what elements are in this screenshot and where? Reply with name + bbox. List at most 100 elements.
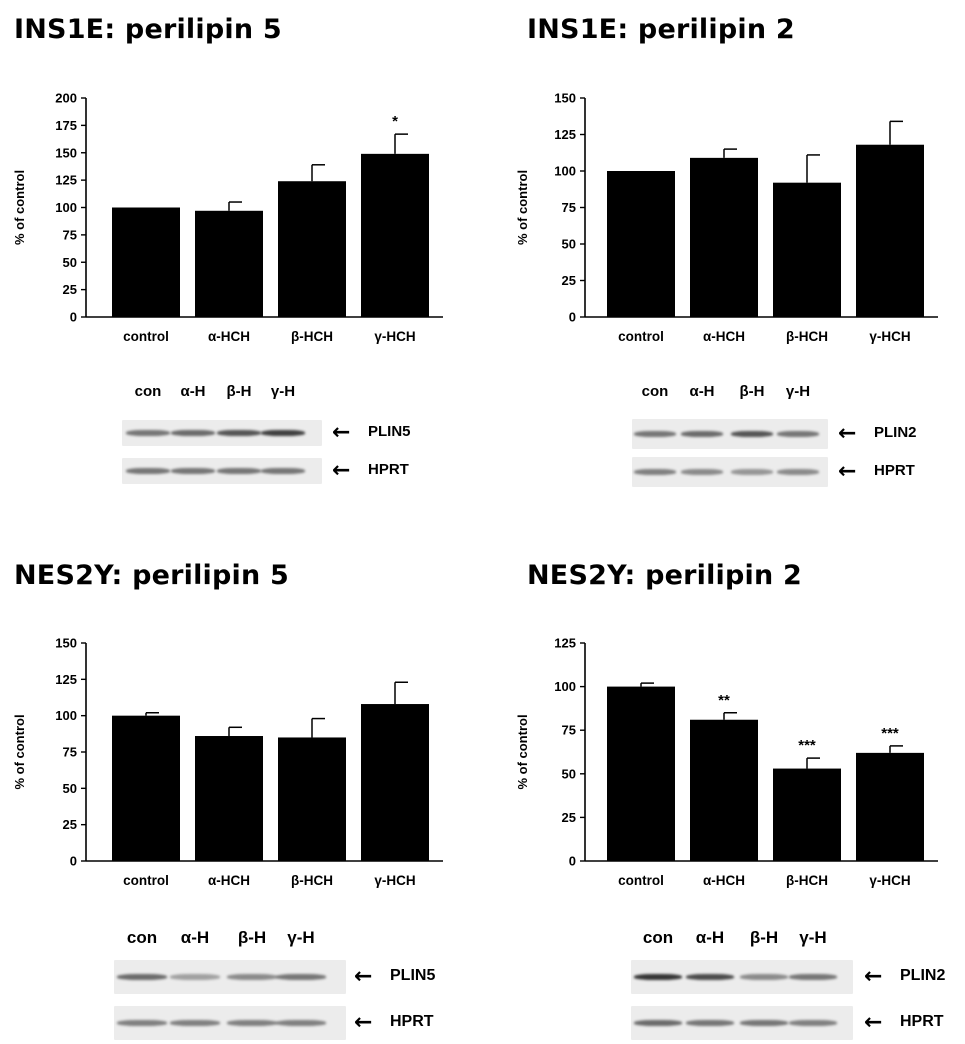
blot-band [217, 430, 261, 436]
blot-band [169, 1020, 221, 1026]
blot-band [226, 974, 278, 980]
blot-band [126, 468, 170, 474]
blot-protein-label: PLIN2 [900, 967, 946, 984]
blot-lane-label: β-H [226, 383, 252, 400]
arrow-left-icon: ← [838, 421, 857, 446]
bar-3 [773, 182, 841, 317]
category-label: β-HCH [291, 873, 333, 888]
blot-lane-label: β-H [739, 383, 765, 400]
category-label: α-HCH [703, 329, 745, 344]
blot-band [261, 468, 305, 474]
blot-band [685, 974, 735, 980]
bar-1 [112, 207, 180, 317]
y-tick-label: 0 [569, 854, 576, 869]
blot-band [633, 1020, 683, 1026]
blot-band [680, 431, 724, 437]
blot-lane-label: β-H [749, 928, 779, 947]
y-tick-label: 25 [562, 810, 576, 825]
blot-band [739, 1020, 789, 1026]
y-tick-label: 75 [562, 723, 576, 738]
significance-mark: ** [718, 692, 730, 709]
category-label: β-HCH [786, 329, 828, 344]
chart-nes2y-perilipin5: 0 25 50 75 100 125 150 % of control control α-HCH… [12, 636, 443, 888]
blot-band [126, 430, 170, 436]
arrow-left-icon: ← [838, 459, 857, 484]
bar-1 [112, 715, 180, 861]
y-tick-label: 125 [55, 173, 77, 188]
blot-lane-label: γ-H [270, 383, 296, 400]
chart-title: NES2Y: perilipin 5 [14, 560, 289, 591]
category-label: β-HCH [291, 329, 333, 344]
y-tick-label: 150 [55, 636, 77, 651]
y-tick-label: 25 [562, 273, 576, 288]
y-tick-label: 0 [70, 854, 77, 869]
blot-protein-label: HPRT [390, 1013, 434, 1030]
blot-band [171, 468, 215, 474]
y-tick-label: 25 [63, 282, 77, 297]
blot-lane-label: con [642, 928, 674, 947]
bar-2 [195, 210, 263, 317]
blot-lane-label: γ-H [799, 928, 827, 947]
bar-1 [607, 171, 675, 317]
y-tick-label: 50 [63, 781, 77, 796]
y-tick-label: 0 [70, 310, 77, 325]
bar-2 [195, 736, 263, 861]
arrow-left-icon: ← [864, 964, 883, 989]
arrow-left-icon: ← [354, 964, 373, 989]
significance-mark: *** [798, 737, 816, 754]
category-label: α-HCH [208, 873, 250, 888]
y-tick-label: 25 [63, 817, 77, 832]
blot-protein-label: PLIN5 [390, 967, 436, 984]
blot-band [275, 974, 327, 980]
category-label: γ-HCH [869, 329, 910, 344]
blot-lane-label: α-H [695, 928, 725, 947]
chart-title: INS1E: perilipin 2 [527, 14, 795, 45]
blot-protein-label: HPRT [874, 462, 915, 479]
y-tick-label: 100 [55, 708, 77, 723]
blot-band [169, 974, 221, 980]
bar-2 [690, 719, 758, 861]
category-label: β-HCH [786, 873, 828, 888]
y-tick-label: 50 [562, 766, 576, 781]
category-label: γ-HCH [374, 873, 415, 888]
y-axis-label: % of control [515, 714, 530, 789]
blot-band [680, 469, 724, 475]
bar-3 [278, 181, 346, 317]
blot-band [116, 1020, 168, 1026]
blot-band [633, 469, 677, 475]
chart-nes2y-perilipin2: 0 25 50 75 100 125 % of control control α-HCH ** β… [515, 636, 938, 888]
arrow-left-icon: ← [864, 1010, 883, 1035]
blot-band [776, 431, 820, 437]
blot-lane-label: β-H [237, 928, 267, 947]
y-tick-label: 100 [554, 679, 576, 694]
bar-1 [607, 686, 675, 861]
bar-4 [856, 144, 924, 317]
blot-band [633, 431, 677, 437]
y-tick-label: 150 [55, 145, 77, 160]
blot-protein-label: HPRT [368, 461, 409, 478]
y-tick-label: 75 [63, 227, 77, 242]
category-label: control [618, 873, 664, 888]
y-tick-label: 50 [63, 255, 77, 270]
blot-protein-label: HPRT [900, 1013, 944, 1030]
bar-4 [361, 704, 429, 861]
y-tick-label: 175 [55, 118, 77, 133]
arrow-left-icon: ← [332, 420, 351, 445]
blot-band [633, 974, 683, 980]
blot-band [739, 974, 789, 980]
y-tick-label: 100 [554, 164, 576, 179]
category-label: α-HCH [208, 329, 250, 344]
category-label: γ-HCH [374, 329, 415, 344]
chart-title: NES2Y: perilipin 2 [527, 560, 802, 591]
blot-lane-label: α-H [180, 928, 210, 947]
blot-band [171, 430, 215, 436]
blot-band [788, 1020, 838, 1026]
y-axis-label: % of control [12, 714, 27, 789]
y-axis-label: % of control [12, 170, 27, 245]
category-label: control [123, 329, 169, 344]
blot-lane-label: con [641, 383, 669, 400]
y-tick-label: 125 [554, 127, 576, 142]
category-label: γ-HCH [869, 873, 910, 888]
blot-lane-label: α-H [180, 383, 206, 400]
y-tick-label: 150 [554, 91, 576, 106]
